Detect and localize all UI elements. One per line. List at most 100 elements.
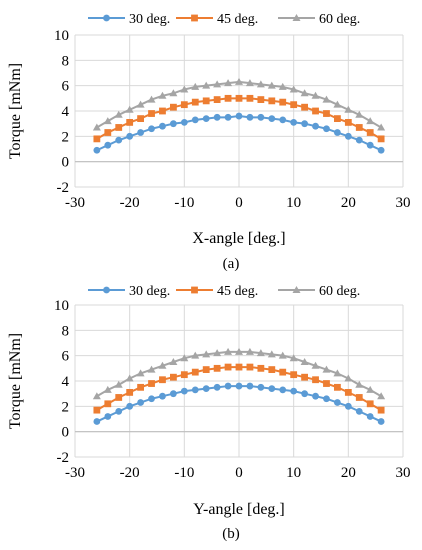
data-point [246, 94, 254, 102]
data-point [170, 120, 177, 128]
data-point [202, 366, 210, 373]
legend-marker [292, 286, 301, 293]
series-square [93, 94, 385, 143]
x-tick-label: -10 [174, 195, 194, 211]
data-point [104, 413, 112, 420]
data-point [245, 79, 254, 87]
data-point [278, 82, 287, 90]
data-point [191, 351, 200, 359]
data-point [137, 383, 144, 391]
data-point [125, 374, 134, 382]
panel-caption: (b) [222, 526, 240, 542]
legend-label: 45 deg. [217, 284, 258, 299]
data-point [191, 98, 199, 106]
y-tick-label: 8 [62, 53, 70, 69]
data-point [290, 101, 298, 109]
data-point [115, 394, 123, 401]
x-tick-label: 0 [235, 465, 243, 481]
data-point [235, 77, 243, 85]
x-tick-label: 20 [341, 465, 356, 481]
data-point [170, 103, 177, 111]
data-point [126, 119, 134, 126]
data-point [312, 376, 319, 384]
data-point [268, 97, 276, 105]
data-point [213, 96, 221, 103]
data-point [180, 119, 188, 126]
data-point [312, 122, 319, 130]
x-tick-label: -30 [65, 465, 85, 481]
data-point [377, 406, 385, 414]
series-square [93, 363, 385, 414]
data-point [290, 119, 298, 126]
y-tick-label: -2 [57, 180, 70, 196]
data-point [159, 122, 166, 130]
series-circle [93, 112, 385, 154]
data-point [279, 386, 287, 394]
data-point [148, 395, 155, 403]
data-point [213, 364, 221, 372]
data-point [104, 400, 112, 408]
legend-marker [103, 14, 110, 22]
data-point [257, 364, 265, 372]
data-point [103, 117, 112, 125]
data-point [377, 392, 386, 400]
legend-label: 30 deg. [129, 12, 170, 27]
data-point [312, 392, 319, 400]
data-point [170, 373, 177, 381]
legend-marker [191, 286, 198, 294]
data-point [289, 354, 298, 362]
data-point [268, 385, 276, 392]
data-point [213, 113, 221, 121]
data-point [224, 94, 232, 102]
x-tick-label: -10 [174, 465, 194, 481]
data-point [377, 146, 385, 154]
data-point [180, 101, 188, 109]
data-point [115, 136, 123, 144]
data-point [137, 115, 144, 122]
data-point [224, 363, 232, 371]
data-point [147, 95, 156, 103]
data-point [202, 81, 211, 89]
data-point [159, 376, 166, 384]
y-tick-label: 4 [62, 374, 70, 390]
data-point [355, 110, 364, 118]
legend-marker [103, 286, 110, 294]
data-point [126, 389, 134, 396]
x-tick-label: 30 [396, 195, 411, 211]
series-triangle [92, 77, 386, 131]
data-point [279, 116, 287, 124]
data-point [235, 347, 243, 355]
data-point [290, 371, 298, 379]
data-point [268, 115, 276, 122]
data-point [245, 347, 254, 355]
data-point [257, 96, 265, 103]
data-point [246, 382, 254, 390]
data-point [202, 385, 210, 392]
legend: 30 deg. 45 deg. 60 deg. [88, 284, 360, 299]
data-point [246, 363, 254, 371]
data-point [158, 361, 167, 369]
data-point [312, 107, 319, 115]
data-point [344, 389, 352, 396]
legend-label: 60 deg. [319, 12, 360, 27]
data-point [355, 136, 363, 144]
data-point [137, 399, 145, 406]
series-triangle [92, 347, 386, 400]
data-point [301, 120, 308, 128]
data-point [344, 132, 352, 140]
data-point [224, 347, 233, 355]
y-axis-label: Torque [mNm] [7, 333, 24, 429]
x-tick-label: 20 [341, 195, 356, 211]
data-point [355, 408, 363, 415]
series-circle [93, 382, 385, 425]
x-tick-label: -30 [65, 195, 85, 211]
data-point [366, 385, 375, 393]
data-point [366, 413, 374, 420]
data-point [355, 380, 364, 388]
x-axis-label: X-angle [deg.] [192, 230, 285, 247]
legend-label: 45 deg. [217, 12, 258, 27]
data-point [224, 382, 232, 390]
